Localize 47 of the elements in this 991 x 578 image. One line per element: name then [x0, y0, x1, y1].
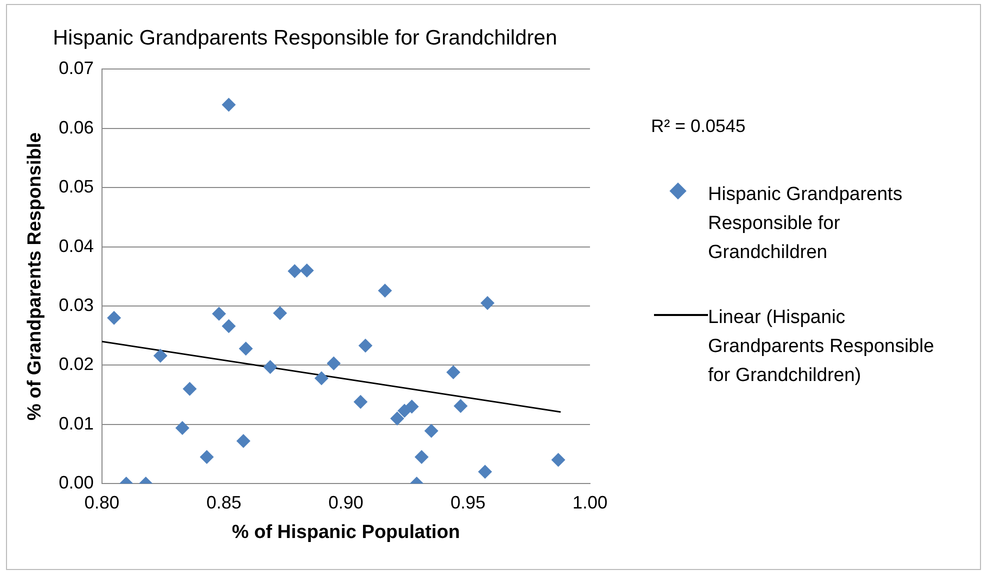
point	[182, 382, 197, 396]
point	[354, 394, 368, 409]
point	[404, 400, 419, 414]
point	[212, 306, 226, 321]
y-tick-label: 0.07	[58, 58, 94, 78]
point	[551, 452, 566, 467]
point	[273, 306, 288, 320]
point	[200, 450, 214, 464]
point	[107, 310, 122, 325]
y-tick-label: 0.01	[58, 413, 94, 434]
y-tick-label: 0.00	[58, 472, 94, 493]
x-axis-title: % of Hispanic Population	[232, 522, 460, 543]
legend-label: Linear (Hispanic Grandparents Responsible for Grandchildren)	[708, 306, 936, 388]
x-tick-label: 0.95	[450, 492, 486, 512]
point	[326, 356, 341, 370]
y-tick-label: 0.06	[58, 117, 94, 138]
chart-title: Hispanic Grandparents Responsible for Grandchildren	[52, 26, 558, 50]
legend-label: Hispanic Grandparents Responsible for Grandchildren	[708, 183, 904, 265]
point	[236, 434, 250, 448]
y-tick-label: 0.05	[58, 176, 94, 197]
point	[480, 296, 494, 310]
point	[300, 263, 314, 278]
point	[238, 342, 253, 356]
y-tick-label: 0.02	[58, 354, 94, 374]
y-tick-label: 0.03	[58, 294, 94, 315]
point	[478, 464, 492, 479]
point	[378, 284, 392, 298]
point	[414, 450, 429, 464]
y-tick-label: 0.04	[58, 236, 94, 256]
text: R² = 0.0545	[651, 116, 746, 137]
x-tick-label: 0.90	[328, 492, 364, 512]
point	[358, 338, 372, 353]
point	[263, 360, 278, 374]
point	[288, 264, 302, 278]
point	[153, 348, 168, 363]
point	[424, 424, 438, 438]
x-tick-label: 0.85	[206, 492, 242, 512]
x-tick-label: 1.00	[572, 492, 608, 512]
y-axis-title: % of Grandparents Responsible	[24, 132, 46, 421]
point	[390, 411, 404, 426]
point	[454, 399, 468, 414]
x-tick-label: 0.80	[84, 492, 120, 512]
point	[222, 319, 236, 334]
point	[446, 365, 460, 380]
point	[222, 98, 236, 112]
point	[314, 371, 329, 386]
point	[175, 420, 190, 435]
